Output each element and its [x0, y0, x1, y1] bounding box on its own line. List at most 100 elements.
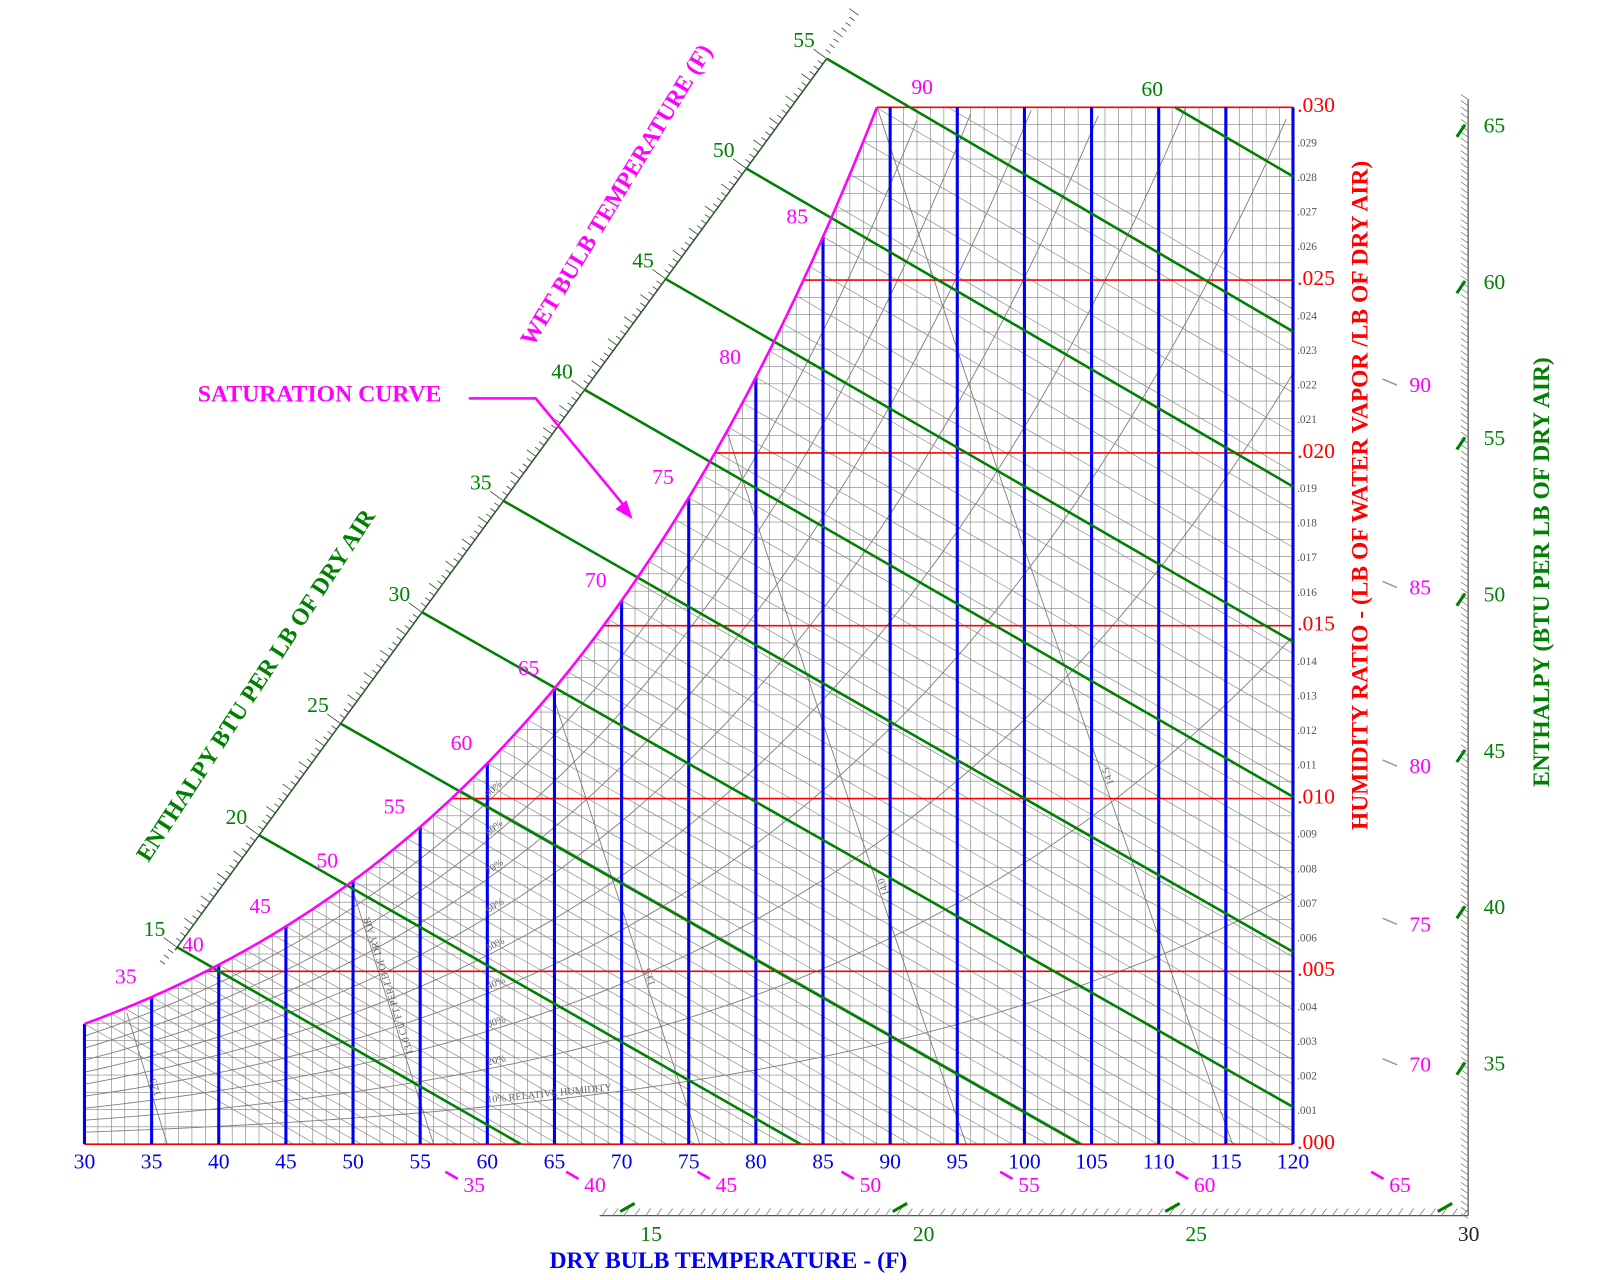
scale-hatch [716, 197, 723, 202]
x-tick-label: 100 [1008, 1150, 1040, 1174]
scale-hatch [1460, 1100, 1469, 1107]
scale-hatch [1460, 738, 1469, 744]
scale-hatch [1460, 1188, 1469, 1194]
scale-hatch [809, 71, 816, 76]
scale-hatch [704, 214, 711, 219]
wet-bulb-line [272, 934, 640, 1145]
scale-hatch [233, 859, 239, 864]
wet-bulb-line [312, 908, 725, 1145]
scale-hatch [1460, 731, 1469, 738]
scale-hatch [668, 263, 675, 269]
wet-bulb-line [178, 984, 457, 1145]
scale-hatch [1460, 725, 1469, 732]
scale-hatch [1460, 1213, 1469, 1219]
scale-hatch [1460, 944, 1469, 951]
wet-bulb-label: 45 [249, 894, 271, 918]
scale-hatch [729, 181, 735, 186]
scale-hatch [489, 490, 504, 502]
scale-hatch [355, 691, 362, 697]
scale-hatch [278, 797, 284, 803]
scale-hatch [575, 391, 581, 396]
enthalpy-line-label: 40 [551, 359, 573, 383]
scale-hatch [1460, 237, 1469, 244]
scale-hatch [1460, 1038, 1469, 1044]
scale-hatch [1460, 1200, 1469, 1207]
scale-hatch [801, 82, 807, 87]
enthalpy-diagonal-label: ENTHALPY BTU PER LB OF DRY AIR [132, 504, 382, 866]
scale-hatch [212, 887, 219, 892]
enthalpy-tick-label: 40 [1484, 895, 1506, 919]
scale-hatch [1460, 294, 1469, 300]
scale-hatch [1460, 888, 1469, 894]
scale-hatch [793, 93, 799, 98]
x-tick-label: 35 [141, 1150, 163, 1174]
scale-hatch [664, 269, 670, 274]
wet-bulb-line [460, 789, 1084, 1145]
scale-hatch [1460, 312, 1469, 319]
enthalpy-line-label: 35 [470, 471, 492, 495]
scale-hatch [1460, 500, 1469, 507]
y-tick-label: .026 [1297, 241, 1317, 253]
scale-hatch [380, 658, 386, 663]
scale-hatch [1015, 1208, 1022, 1216]
scale-hatch [645, 1208, 652, 1216]
scale-hatch [1460, 588, 1469, 594]
scale-hatch [310, 753, 317, 758]
scale-hatch [1460, 931, 1469, 938]
wet-bulb-line [218, 964, 533, 1145]
scale-hatch [1460, 925, 1469, 932]
scale-hatch [1353, 1208, 1360, 1216]
scale-hatch [1430, 1208, 1436, 1216]
y-tick-label: .022 [1297, 379, 1317, 391]
wet-bulb-line [742, 402, 1294, 721]
enthalpy-tick-label: 20 [913, 1222, 935, 1246]
wet-bulb-label: WET BULB TEMPERATURE (F) [516, 40, 718, 350]
scale-hatch [1460, 713, 1469, 719]
scale-hatch [849, 16, 855, 21]
scale-hatch [1460, 988, 1469, 994]
wet-bulb-tick [696, 1170, 711, 1180]
scale-hatch [437, 580, 443, 585]
scale-hatch [1460, 337, 1469, 344]
scale-hatch [1460, 306, 1469, 313]
scale-hatch [1460, 831, 1469, 838]
scale-hatch [1059, 1208, 1066, 1216]
scale-hatch [852, 1208, 859, 1216]
scale-hatch [542, 427, 553, 435]
wet-bulb-label: 85 [786, 204, 808, 228]
scale-hatch [1460, 1000, 1469, 1007]
scale-hatch [688, 236, 695, 241]
scale-hatch [1460, 875, 1469, 882]
wet-bulb-scale-label: 75 [1409, 912, 1431, 936]
scale-hatch [1460, 606, 1469, 613]
enthalpy-tick-label: 15 [640, 1222, 662, 1246]
wet-bulb-line [581, 654, 1294, 1061]
scale-hatch [833, 29, 843, 38]
scale-hatch [776, 1208, 782, 1216]
scale-hatch [656, 280, 662, 285]
scale-hatch [1460, 1019, 1469, 1026]
scale-hatch [1460, 375, 1469, 382]
scale-hatch [1460, 663, 1469, 669]
wet-bulb-scale-label: 55 [1018, 1173, 1040, 1197]
scale-hatch [1460, 1169, 1469, 1176]
scale-hatch [765, 131, 771, 136]
x-tick-label: 90 [879, 1150, 901, 1174]
scale-hatch [1244, 1208, 1251, 1216]
x-tick-label: 120 [1277, 1150, 1309, 1174]
scale-hatch [445, 569, 451, 574]
wet-bulb-label: 65 [518, 656, 540, 680]
scale-hatch [825, 49, 831, 54]
volume-line [126, 1012, 168, 1145]
scale-hatch [1460, 488, 1469, 494]
y-axis-label: HUMIDITY RATIO - (LB OF WATER VAPOR /LB … [1347, 161, 1373, 830]
wet-bulb-line [366, 870, 847, 1145]
scale-hatch [591, 360, 602, 368]
scale-hatch [1460, 1150, 1469, 1157]
scale-hatch [1375, 1208, 1382, 1216]
scale-hatch [1460, 625, 1469, 632]
wet-bulb-line [876, 107, 1294, 352]
wet-bulb-scale-label: 80 [1409, 754, 1431, 778]
scale-hatch [396, 627, 406, 635]
